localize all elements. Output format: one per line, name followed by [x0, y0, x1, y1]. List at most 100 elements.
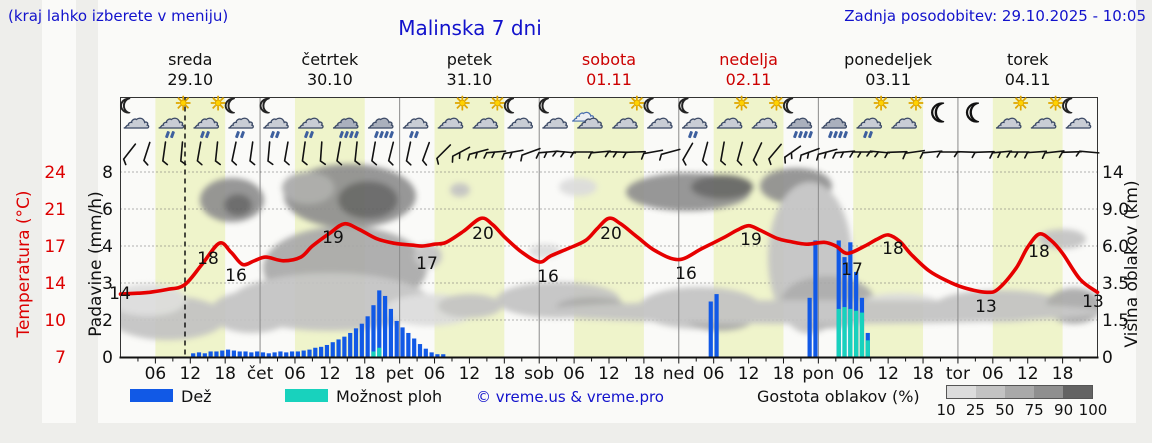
wind-barb-icon: [902, 149, 926, 160]
wind-barb-icon: [520, 147, 541, 162]
temperature-value-label: 18: [197, 249, 219, 269]
temperature-value-label: 18: [1028, 242, 1050, 262]
density-tick-label: 90: [1054, 401, 1074, 419]
wind-barb-icon: [884, 150, 908, 159]
precipitation-tick-label: 6: [102, 200, 113, 220]
temperature-axis-title: Temperatura (°C): [14, 190, 34, 338]
cloud-icon: ☁: [820, 104, 848, 135]
wind-barb-icon: [1023, 150, 1048, 159]
weather-icon-moon-cloud-rain: ☾ ☁: [223, 94, 261, 139]
x-tick-label: 12: [598, 364, 620, 384]
rain-drops: [827, 130, 848, 139]
wind-barb-glyph: [267, 141, 274, 166]
weather-icon-moon-cloud-rain: ☾ ☁: [677, 95, 714, 139]
wind-barb-glyph: [866, 150, 891, 158]
temperature-value-label: 20: [472, 224, 494, 244]
temperature-value-label: 16: [225, 266, 247, 286]
wind-barb-icon: [919, 150, 943, 159]
rain-bar: [208, 351, 213, 357]
rain-bar: [220, 350, 225, 357]
moon-icon: ☾: [781, 94, 800, 118]
wind-barb-icon: [832, 150, 856, 159]
cloud-icon: ☁: [1064, 104, 1093, 135]
cloud-icon: ☁: [367, 104, 395, 135]
x-tick-label: 18: [633, 364, 655, 384]
sun-icon: ☀: [1012, 93, 1030, 115]
density-gradient-step: [1034, 386, 1063, 398]
moon-icon: ☾: [502, 94, 521, 118]
x-tick-label: 12: [738, 364, 760, 384]
cloud-height-tick-label: 1.5: [1102, 311, 1129, 331]
wind-barb-glyph: [640, 149, 664, 160]
cloud-icon: ☁: [157, 104, 185, 135]
wind-barb-glyph: [884, 150, 908, 159]
cloud-density-legend-label: Gostota oblakov (%): [757, 387, 920, 406]
x-tick-label: 06: [703, 364, 725, 384]
wind-barb-glyph: [520, 147, 541, 162]
rain-drops: [792, 130, 813, 139]
wind-barb-glyph: [371, 141, 378, 166]
moon-icon: ☾: [118, 94, 137, 118]
wind-barb-icon: [249, 141, 256, 166]
rain-bar: [289, 351, 295, 357]
shower-bar: [836, 308, 841, 357]
rain-bar: [365, 316, 370, 357]
weather-icon-sun-cloud-rain: ☀ ☁: [853, 94, 890, 139]
weather-icon-cloud-heavy-rain: ☁: [364, 99, 400, 139]
wind-barb-glyph: [143, 141, 151, 166]
weather-icon-sun-cloud-rain: ☀ ☁: [155, 94, 192, 139]
rain-bar: [284, 352, 289, 357]
wind-barb-glyph: [179, 141, 187, 166]
cloud-icon: ☁: [785, 104, 813, 135]
moon-icon: ☾: [929, 99, 954, 129]
weather-icon-moon-cloud: ☾ ☁: [118, 94, 156, 139]
rain-bar: [348, 332, 353, 357]
wind-barb-icon: [122, 143, 137, 166]
wind-barb-icon: [1075, 150, 1100, 157]
wind-barb-icon: [736, 141, 744, 166]
day-name: ponedeljek: [844, 50, 933, 69]
precipitation-tick-label: 4: [102, 237, 113, 257]
wind-barb-icon: [483, 150, 507, 159]
wind-barb-icon: [701, 141, 709, 166]
wind-barb-icon: [799, 147, 820, 162]
wind-barb-icon: [1041, 150, 1065, 160]
wind-barb-icon: [953, 150, 978, 158]
wind-barb-icon: [768, 143, 782, 166]
rain-bar: [807, 297, 812, 357]
day-date: 02.11: [725, 70, 772, 89]
x-tick-label: 18: [354, 364, 376, 384]
sun-icon: ☀: [1047, 93, 1065, 115]
weather-icon-cloud-heavy-rain: ☁: [329, 99, 365, 139]
x-tick-label: 12: [319, 364, 341, 384]
bg-column-right: [1136, 0, 1152, 443]
rain-bar: [301, 350, 306, 357]
cloud-icon: ☁: [506, 104, 534, 135]
day-name: sobota: [581, 50, 637, 69]
cloud-blob: [282, 172, 334, 204]
sun-icon: ☀: [628, 93, 646, 115]
cloud-height-tick-label: 14: [1102, 163, 1124, 183]
wind-barb-glyph: [483, 150, 507, 159]
wind-barb-icon: [283, 141, 290, 166]
wind-barb-glyph: [659, 148, 681, 161]
rain-bar: [191, 353, 196, 357]
rain-bar: [423, 348, 428, 357]
rain-bar: [202, 353, 207, 357]
sun-icon: ☀: [907, 93, 925, 115]
rain-bar: [842, 257, 847, 357]
temperature-tick-label: 21: [44, 200, 66, 220]
temperature-value-label: 20: [600, 224, 622, 244]
copyright-link[interactable]: © vreme.us & vreme.pro: [476, 388, 664, 406]
cloud-height-tick-label: 0: [1102, 348, 1113, 368]
wind-barb-glyph: [1006, 151, 1030, 158]
wind-barb-icon: [336, 141, 343, 166]
wind-barb-glyph: [799, 147, 820, 162]
x-tick-label: pon: [802, 364, 834, 384]
moon-icon: ☾: [223, 94, 242, 118]
moon-icon: ☾: [258, 94, 277, 118]
wind-barb-glyph: [436, 144, 452, 165]
cloud-icon: ☁: [262, 104, 290, 135]
wind-barb-glyph: [249, 141, 256, 166]
cloud-icon: ☁: [227, 104, 255, 135]
